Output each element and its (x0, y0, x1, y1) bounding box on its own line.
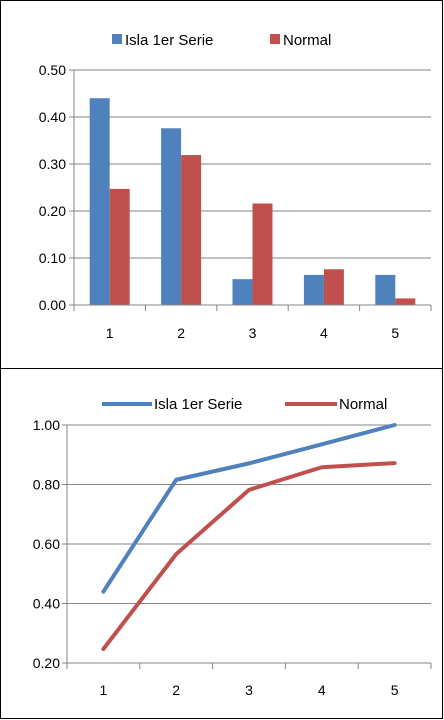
legend-label-normal: Normal (339, 396, 387, 413)
legend-label-normal: Normal (283, 32, 331, 49)
x-tick-label: 1 (100, 682, 108, 698)
bar-isla-4 (303, 274, 324, 305)
x-tick-label: 2 (172, 682, 180, 698)
bar-normal-2 (181, 155, 202, 305)
y-tick-label: 0.30 (39, 156, 66, 172)
x-tick-label: 3 (245, 682, 253, 698)
y-tick-label: 0.00 (39, 297, 66, 313)
bar-isla-1 (89, 98, 110, 305)
legend-swatch-isla (112, 34, 122, 44)
y-tick-label: 0.20 (39, 203, 66, 219)
bar-normal-4 (323, 269, 344, 305)
y-tick-label: 0.40 (33, 596, 60, 612)
legend-label-isla: Isla 1er Serie (125, 32, 213, 49)
y-tick-label: 0.60 (33, 536, 60, 552)
x-tick-label: 2 (177, 325, 185, 341)
y-tick-label: 1.00 (33, 417, 60, 433)
x-tick-label: 4 (320, 325, 328, 341)
y-tick-label: 0.40 (39, 109, 66, 125)
bar-isla-3 (232, 279, 253, 305)
y-tick-label: 0.50 (39, 62, 66, 78)
bar-normal-3 (252, 203, 273, 305)
bar-chart-panel: 0.00 0.10 0.20 0.30 0.40 0.50 1 2 3 4 5 Isla 1er Se… (0, 0, 443, 369)
x-tick-label: 1 (106, 325, 114, 341)
x-tick-label: 4 (318, 682, 326, 698)
legend-swatch-normal (270, 34, 280, 44)
y-tick-label: 0.80 (33, 477, 60, 493)
bar-normal-1 (109, 188, 130, 305)
x-tick-label: 3 (249, 325, 257, 341)
legend-label-isla: Isla 1er Serie (154, 396, 242, 413)
line-chart-panel: 0.20 0.40 0.60 0.80 1.00 1 2 3 4 5 Isla 1er Serie N… (0, 368, 443, 719)
x-tick-label: 5 (391, 682, 399, 698)
bar-isla-2 (161, 128, 182, 305)
x-tick-label: 5 (391, 325, 399, 341)
line-normal (101, 461, 397, 652)
y-tick-label: 0.20 (33, 655, 60, 671)
y-tick-label: 0.10 (39, 250, 66, 266)
bar-isla-5 (375, 274, 396, 305)
line-isla (101, 423, 397, 594)
bar-normal-5 (395, 298, 416, 305)
line-chart: 0.20 0.40 0.60 0.80 1.00 1 2 3 4 5 Isla 1er Serie N… (33, 396, 432, 698)
bar-chart: 0.00 0.10 0.20 0.30 0.40 0.50 1 2 3 4 5 Isla 1er Se… (39, 32, 432, 341)
